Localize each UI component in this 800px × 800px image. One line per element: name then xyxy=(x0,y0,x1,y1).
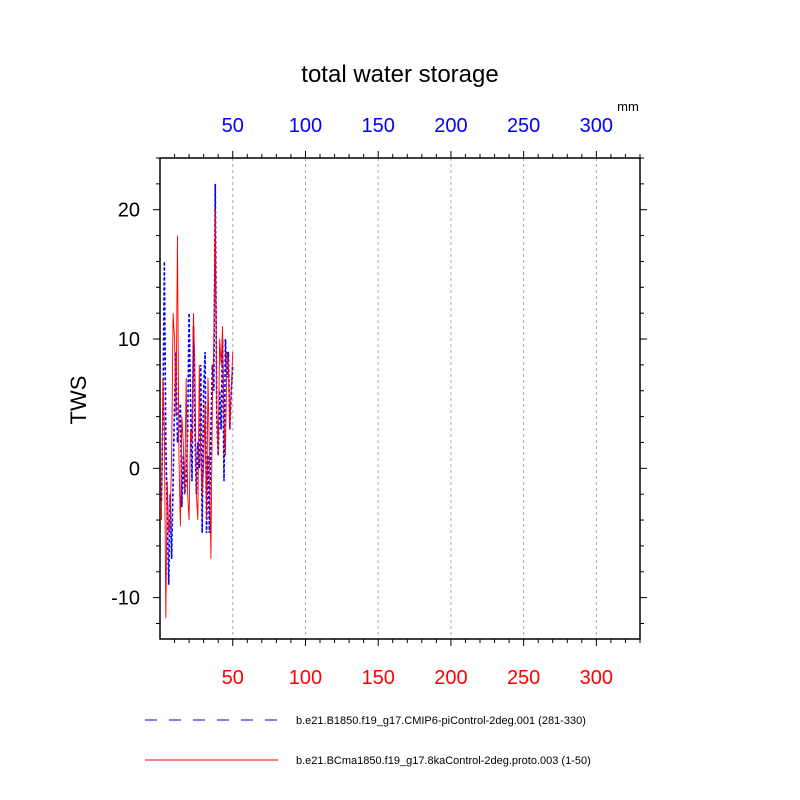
x-top-tick-label: 100 xyxy=(289,115,322,137)
x-bottom-tick-label: 50 xyxy=(222,667,244,689)
x-top-tick-label: 250 xyxy=(507,115,540,137)
y-axis-label: TWS xyxy=(66,376,91,425)
grid-layer xyxy=(232,158,597,639)
x-top-tick-label: 200 xyxy=(434,115,467,137)
x-bottom-tick-label: 150 xyxy=(361,667,394,689)
units-label: mm xyxy=(617,99,639,114)
tick-labels: 50 50 100 100 150 150 200 200 250 250 300 300 -10 0 10… xyxy=(111,115,613,689)
plot-frame xyxy=(159,157,641,640)
x-top-tick-label: 150 xyxy=(361,115,394,137)
y-tick-label: -10 xyxy=(111,588,140,610)
legend-label-2: b.e21.BCma1850.f19_g17.8kaControl-2deg.p… xyxy=(296,755,591,767)
series-layer xyxy=(160,183,234,619)
x-bottom-tick-label: 250 xyxy=(507,667,540,689)
x-bottom-tick-label: 100 xyxy=(289,667,322,689)
series-line-2 xyxy=(161,209,234,619)
y-tick-label: 0 xyxy=(129,458,140,480)
chart-title: total water storage xyxy=(301,61,498,88)
y-tick-label: 10 xyxy=(118,329,140,351)
y-tick-label: 20 xyxy=(118,200,140,222)
x-bottom-tick-label: 300 xyxy=(580,667,613,689)
legend-label-1: b.e21.B1850.f19_g17.CMIP6-piControl-2deg… xyxy=(296,715,586,727)
series-line-1 xyxy=(160,183,234,585)
x-top-tick-label: 300 xyxy=(580,115,613,137)
legend: b.e21.B1850.f19_g17.CMIP6-piControl-2deg… xyxy=(145,715,591,767)
x-bottom-tick-label: 200 xyxy=(434,667,467,689)
x-top-tick-label: 50 xyxy=(222,115,244,137)
